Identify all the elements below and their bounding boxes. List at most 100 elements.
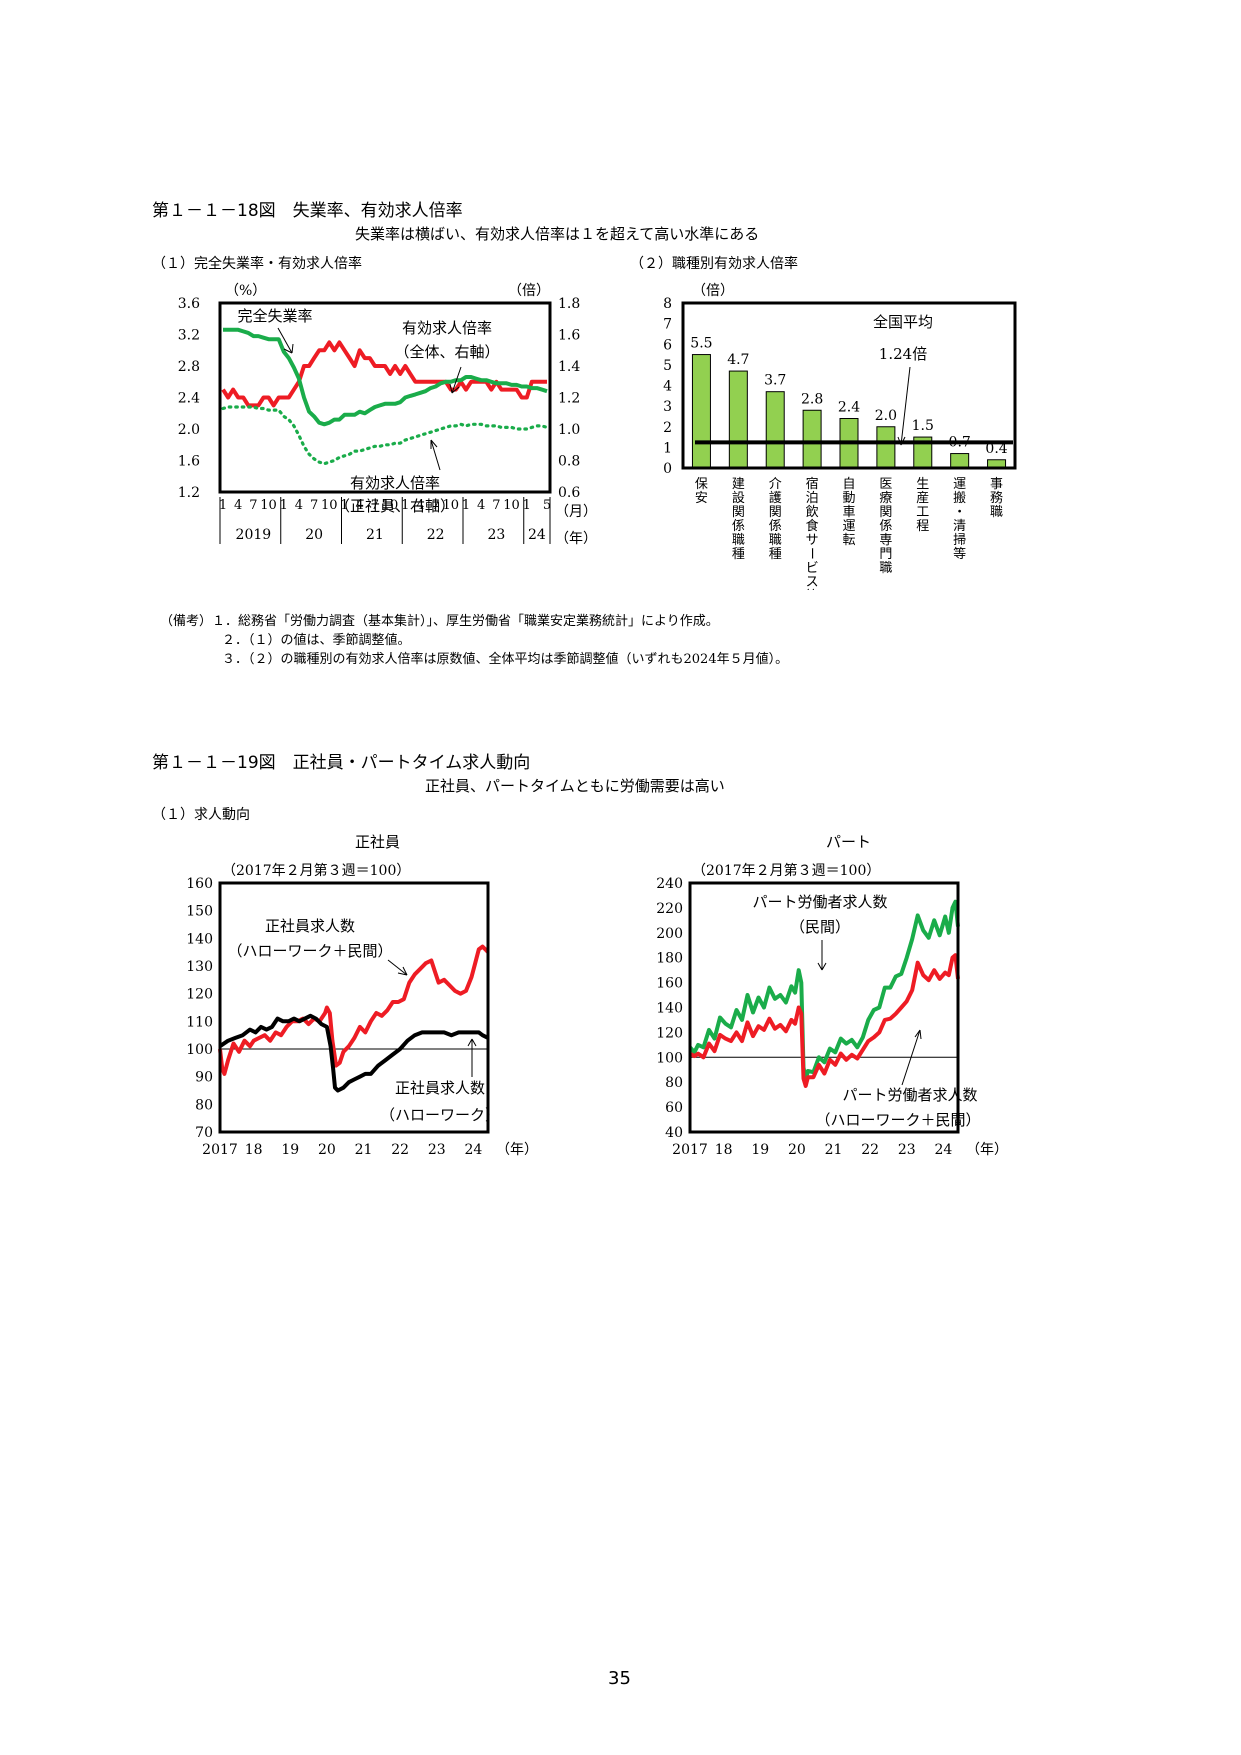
category-label-char: 係	[732, 519, 745, 534]
annotation-arrow	[900, 366, 911, 446]
category-label-char: 運	[953, 477, 966, 492]
x-month-tick-label: 7	[249, 498, 257, 513]
arrow-head	[449, 383, 460, 394]
bar	[765, 391, 785, 469]
x-month-tick-label: 5	[543, 498, 551, 513]
bar	[802, 409, 822, 469]
y-left-tick-label: 1.2	[178, 485, 200, 501]
category-label-char: 建	[732, 477, 745, 492]
x-tick-label: 22	[861, 1142, 879, 1158]
annotation-arrow	[430, 439, 441, 471]
category-label-char: 関	[769, 505, 782, 520]
bar	[728, 370, 748, 469]
x-month-tick-label: 1	[280, 498, 288, 513]
annotation-arrow	[387, 959, 408, 976]
plot-frame	[681, 301, 1017, 470]
annotation-red-2: （ハローワーク＋民間）	[815, 1111, 980, 1129]
category-label-char: 介	[769, 477, 782, 492]
category-label-char: 職	[769, 533, 782, 548]
y-right-tick-label: 0.8	[558, 454, 580, 470]
y-right-tick-label: 1.0	[558, 422, 580, 438]
category-label-char: ビ	[806, 561, 819, 576]
category-label-char: 車	[842, 505, 855, 520]
plot-frame	[688, 881, 960, 1134]
y-tick-label: 5	[663, 358, 672, 374]
plot-frame	[218, 301, 552, 494]
y-left-tick-label: 2.4	[178, 391, 200, 407]
x-year-label: 2019	[236, 527, 272, 543]
y-left-tick-label: 1.6	[178, 454, 200, 470]
x-unit: （年）	[966, 1142, 1008, 1158]
x-month-tick-label: 1	[401, 498, 409, 513]
annotation-green-1: パート労働者求人数	[752, 893, 887, 911]
category-label-char: ス	[806, 575, 819, 590]
category-label-char: 護	[769, 490, 782, 506]
x-month-tick-label: 10	[382, 498, 399, 513]
bar-value-label: 2.8	[801, 391, 823, 407]
x-month-tick-label: 10	[260, 498, 277, 513]
index-note: （2017年２月第３週＝100）	[692, 862, 880, 879]
y-left-tick-label: 2.0	[178, 422, 200, 438]
y-tick-label: 130	[186, 959, 213, 975]
y-right-tick-label: 1.8	[558, 296, 580, 312]
x-month-tick-label: 4	[295, 498, 303, 513]
x-month-tick-label: 7	[492, 498, 500, 513]
x-tick-label: 18	[715, 1142, 733, 1158]
arrow-head	[430, 439, 438, 449]
y-tick-label: 6	[663, 337, 672, 353]
average-label-2: 1.24倍	[879, 345, 927, 363]
year-unit: （年）	[555, 531, 597, 547]
y-unit: （倍）	[692, 283, 734, 299]
category-label-char: 転	[842, 533, 855, 548]
fig18-title: 第１－１－18図 失業率、有効求人倍率	[152, 201, 463, 221]
category-label-char: 宿	[806, 476, 819, 492]
series-line-1	[223, 327, 548, 427]
x-tick-label: 19	[751, 1142, 769, 1158]
y-tick-label: 0	[663, 461, 672, 477]
x-tick-label: 19	[281, 1142, 299, 1158]
y-tick-label: 80	[665, 1075, 683, 1091]
average-label-1: 全国平均	[873, 313, 933, 331]
fig19-title: 第１－１－19図 正社員・パートタイム求人動向	[152, 753, 531, 773]
y-right-tick-label: 1.4	[558, 359, 580, 375]
series-line-0	[688, 899, 960, 1082]
annotation-arrow	[277, 327, 293, 354]
series-line-0	[221, 340, 547, 408]
occupation-ratio-chart: （倍）8765432105.5保安4.7建設関係職種3.7介護関係職種2.8宿泊…	[663, 283, 1017, 590]
x-unit: （年）	[496, 1142, 538, 1158]
category-label-char: 等	[953, 546, 966, 562]
x-month-tick-label: 1	[462, 498, 470, 513]
x-month-tick-label: 1	[219, 498, 227, 513]
category-label-char: 係	[769, 519, 782, 534]
category-label-char: 門	[879, 547, 892, 562]
y-tick-label: 150	[186, 904, 213, 920]
y-left-tick-label: 3.2	[178, 328, 200, 344]
unemployment-jobs-ratio-chart: （%） （倍） 3.6 3.2 2.8 2.4 2.0 1.6 1.2 1.8 1.6 1.4 1.2 1…	[178, 283, 597, 547]
category-label-char: 動	[842, 491, 855, 506]
x-tick-label: 20	[318, 1142, 336, 1158]
category-label-char: 関	[879, 505, 892, 520]
y-left-tick-label: 2.8	[178, 359, 200, 375]
fig19-subtitle: 正社員、パートタイムともに労働需要は高い	[425, 777, 725, 795]
x-month-tick-label: 4	[356, 498, 364, 513]
month-unit: （月）	[555, 504, 597, 520]
category-label-char: 飲	[806, 504, 819, 520]
y-tick-label: 8	[663, 296, 672, 312]
fig18-panel2-title: （２）職種別有効求人倍率	[630, 256, 798, 272]
fig18-panel1-title: （１）完全失業率・有効求人倍率	[152, 256, 362, 272]
y-tick-label: 1	[663, 440, 672, 456]
arrow-head	[897, 436, 906, 446]
x-month-tick-label: 4	[234, 498, 242, 513]
x-tick-label: 2017	[202, 1142, 238, 1158]
x-tick-label: 23	[428, 1142, 446, 1158]
annotation-red-2: （ハローワーク＋民間）	[227, 942, 392, 960]
y-tick-label: 3	[663, 399, 672, 415]
category-label-char: 務	[990, 491, 1003, 506]
y-tick-label: 240	[656, 876, 683, 892]
y-tick-label: 2	[663, 420, 672, 436]
category-label-char: 専	[879, 533, 892, 548]
category-label-char: 係	[879, 519, 892, 534]
arrow-head	[817, 962, 827, 971]
x-tick-label: 21	[355, 1142, 373, 1158]
category-label-char: 食	[806, 518, 819, 534]
